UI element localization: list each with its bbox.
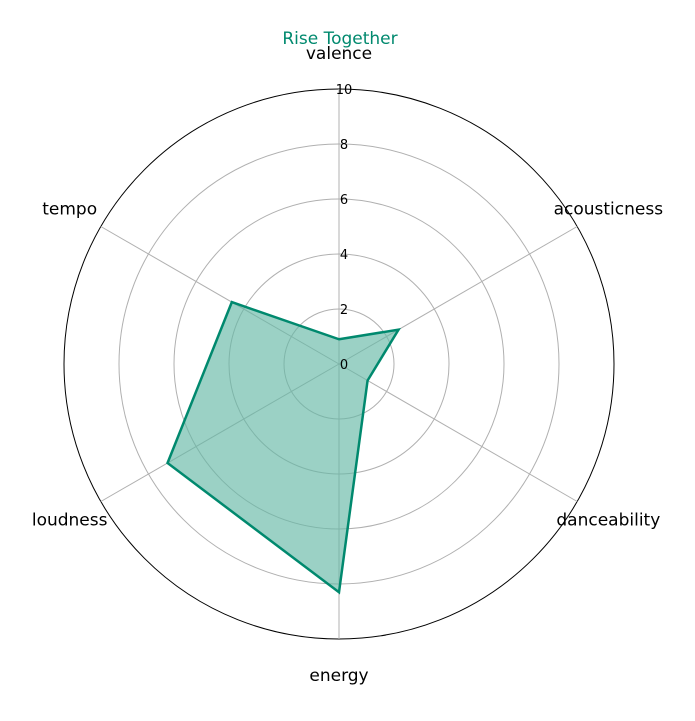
- series-line: [166, 300, 402, 595]
- radial-tick-labels: 0 2 4 6 8 10: [336, 83, 353, 373]
- axis-label-loudness: loudness: [32, 511, 108, 531]
- radial-tick-label: 10: [336, 83, 353, 98]
- axis-label-energy: energy: [309, 666, 368, 686]
- radar-spoke: [338, 363, 578, 502]
- radial-tick-label: 4: [340, 248, 348, 263]
- radial-tick-label: 2: [340, 303, 348, 318]
- axis-label-valence: valence: [306, 44, 372, 64]
- axis-labels: valence acousticness danceability energy lou…: [32, 44, 663, 686]
- series-layer: [166, 300, 402, 595]
- axis-label-acousticness: acousticness: [554, 200, 664, 220]
- radial-tick-label: 8: [340, 138, 348, 153]
- series-area: [167, 302, 399, 593]
- axis-label-tempo: tempo: [42, 200, 97, 220]
- chart-title: Rise Together: [282, 29, 397, 49]
- radial-tick-label: 6: [340, 193, 348, 208]
- axis-label-danceability: danceability: [556, 511, 660, 531]
- radial-tick-label: 0: [340, 358, 348, 373]
